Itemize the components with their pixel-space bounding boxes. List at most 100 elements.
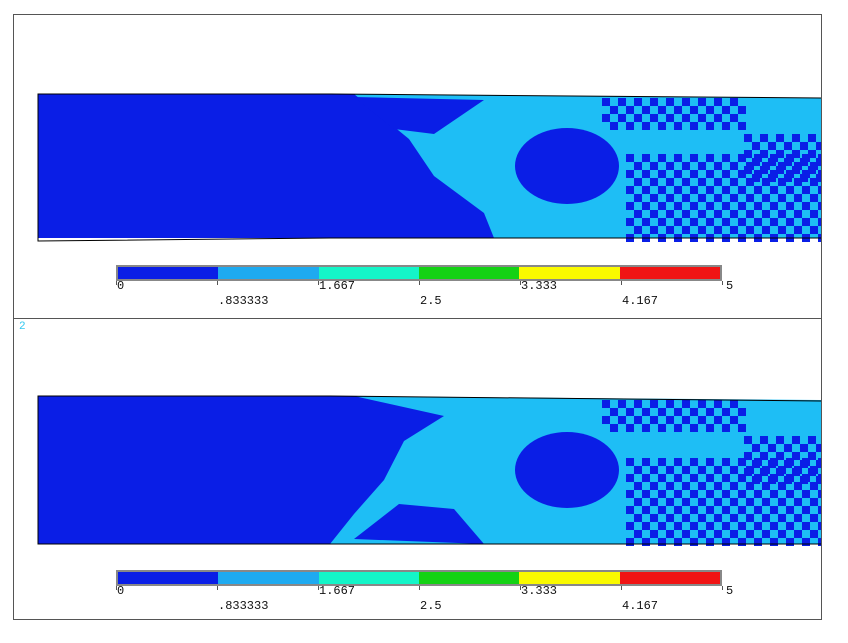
density-cell — [730, 210, 738, 218]
density-cell — [690, 154, 698, 162]
legend-tick-mark — [419, 586, 420, 590]
legend-swatch — [519, 267, 620, 279]
density-cell — [784, 174, 792, 182]
density-cell — [706, 522, 714, 530]
density-cell — [784, 158, 792, 166]
density-cell — [706, 170, 714, 178]
density-cell — [746, 194, 754, 202]
density-cell — [738, 506, 746, 514]
legend-tick-mark — [722, 281, 723, 285]
density-cell — [634, 482, 642, 490]
density-cell — [658, 506, 666, 514]
density-cell — [778, 514, 786, 522]
density-region — [354, 504, 484, 544]
legend-tick-label: 5 — [726, 279, 734, 293]
density-cell — [808, 150, 816, 158]
density-cell — [768, 444, 776, 452]
density-cell — [722, 186, 730, 194]
density-cell — [770, 522, 778, 530]
density-cell — [752, 444, 760, 452]
density-cell — [682, 482, 690, 490]
density-cell — [706, 408, 714, 416]
density-cell — [650, 416, 658, 424]
legend-tick-label: 4.167 — [622, 599, 659, 613]
density-cell — [744, 452, 752, 460]
density-cell — [792, 468, 800, 476]
density-cell — [650, 114, 658, 122]
density-cell — [658, 186, 666, 194]
density-cell — [802, 490, 810, 498]
density-cell — [816, 158, 821, 166]
density-cell — [706, 202, 714, 210]
density-cell — [722, 490, 730, 498]
density-cell — [714, 162, 722, 170]
density-cell — [674, 408, 682, 416]
density-cell — [698, 98, 706, 106]
density-cell — [714, 400, 722, 408]
density-cell — [786, 506, 794, 514]
density-cell — [618, 98, 626, 106]
density-cell — [730, 482, 738, 490]
legend-swatch — [318, 267, 419, 279]
density-cell — [770, 538, 778, 546]
density-cell — [666, 482, 674, 490]
density-cell — [810, 210, 818, 218]
density-cell — [792, 436, 800, 444]
density-cell — [778, 530, 786, 538]
density-cell — [722, 154, 730, 162]
density-cell — [738, 538, 746, 546]
legend-swatch — [218, 572, 319, 584]
density-cell — [722, 538, 730, 546]
density-cell — [722, 122, 730, 130]
legend-tick-label: 2.5 — [420, 294, 442, 308]
density-cell — [738, 186, 746, 194]
density-cell — [706, 506, 714, 514]
density-cell — [666, 226, 674, 234]
density-cell — [808, 436, 816, 444]
legend-tick-mark — [520, 586, 521, 590]
density-cell — [666, 400, 674, 408]
density-cell — [794, 498, 802, 506]
density-cell — [658, 202, 666, 210]
density-cell — [642, 506, 650, 514]
density-cell — [722, 106, 730, 114]
density-cell — [634, 514, 642, 522]
density-cell — [784, 444, 792, 452]
legend-tick-label: .833333 — [218, 294, 269, 308]
density-cell — [634, 466, 642, 474]
density-cell — [626, 538, 634, 546]
density-cell — [722, 424, 730, 432]
density-cell — [618, 114, 626, 122]
density-cell — [674, 122, 682, 130]
density-cell — [634, 114, 642, 122]
density-cell — [800, 460, 808, 468]
density-cell — [816, 460, 821, 468]
density-cell — [800, 174, 808, 182]
density-cell — [674, 506, 682, 514]
density-cell — [642, 522, 650, 530]
plot-panel-2: 2 0 1.667 3.333 5 .833333 2.5 4.167 — [14, 318, 821, 621]
density-region — [354, 97, 484, 134]
legend-tick-mark — [116, 586, 117, 590]
density-cell — [650, 400, 658, 408]
density-cell — [784, 476, 792, 484]
legend-tick-mark — [621, 281, 622, 285]
density-cell — [690, 458, 698, 466]
density-cell — [682, 466, 690, 474]
density-cell — [690, 170, 698, 178]
density-cell — [810, 194, 818, 202]
density-cell — [38, 94, 330, 238]
density-cell — [786, 538, 794, 546]
density-cell — [754, 538, 762, 546]
density-cell — [730, 178, 738, 186]
density-cell — [784, 460, 792, 468]
legend-tick-label: 0 — [117, 279, 125, 293]
density-cell — [642, 458, 650, 466]
density-cell — [808, 452, 816, 460]
density-cell — [682, 178, 690, 186]
density-cell — [778, 210, 786, 218]
density-cell — [776, 166, 784, 174]
density-cell — [800, 158, 808, 166]
density-cell — [738, 424, 746, 432]
density-cell — [816, 476, 821, 484]
